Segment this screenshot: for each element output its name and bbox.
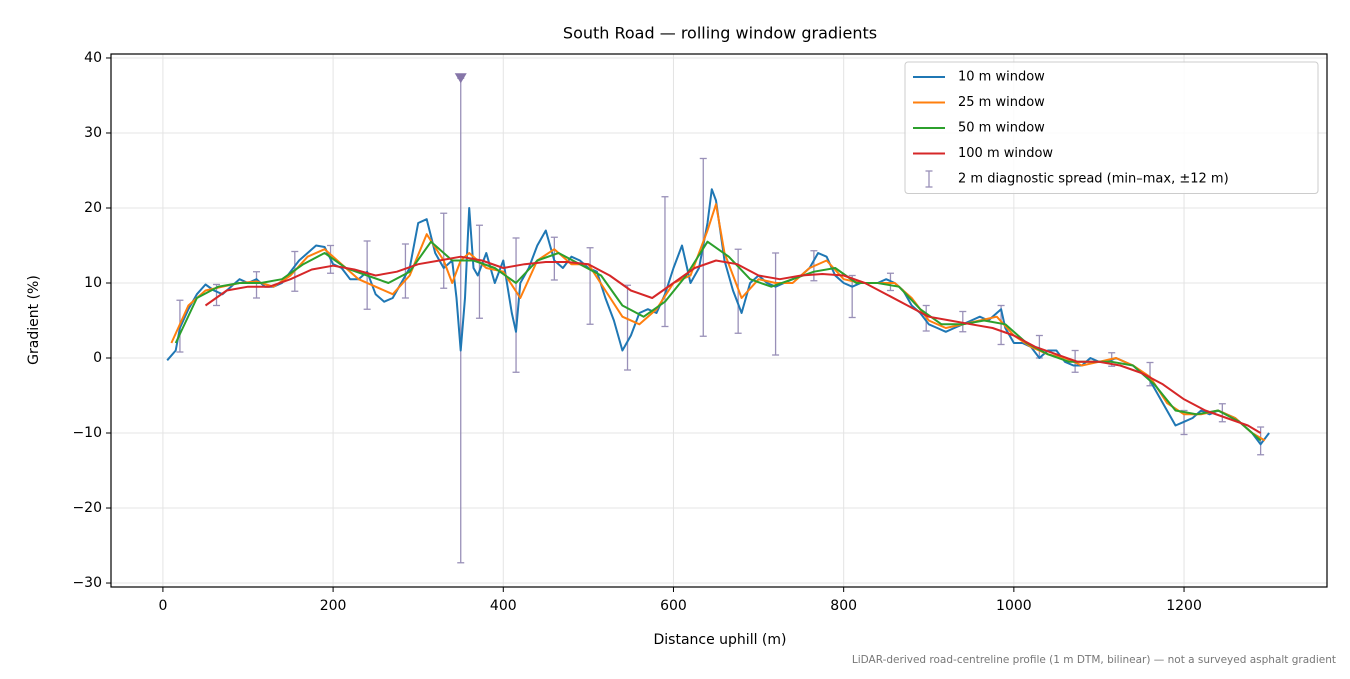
footnote: LiDAR-derived road-centreline profile (1… bbox=[852, 654, 1336, 666]
error-bar bbox=[1257, 426, 1265, 456]
y-tick-label: −20 bbox=[72, 500, 102, 516]
plot-frame bbox=[110, 53, 1328, 588]
x-tick-label: 0 bbox=[158, 598, 167, 614]
x-tick-label: 400 bbox=[490, 598, 517, 614]
x-tick-label: 1000 bbox=[996, 598, 1032, 614]
error-bar bbox=[959, 310, 967, 333]
y-tick-label: 10 bbox=[84, 275, 102, 291]
x-tick-label: 800 bbox=[830, 598, 857, 614]
series-line bbox=[166, 188, 1270, 446]
legend-label: 10 m window bbox=[958, 70, 1045, 85]
legend-box bbox=[904, 61, 1319, 194]
x-tick-label: 1200 bbox=[1166, 598, 1202, 614]
legend-label: 25 m window bbox=[958, 95, 1045, 110]
error-bar bbox=[624, 284, 632, 371]
error-bar bbox=[586, 247, 594, 325]
error-bar bbox=[440, 212, 448, 289]
error-bar bbox=[401, 243, 409, 299]
error-bar bbox=[253, 271, 261, 299]
error-bar bbox=[772, 252, 780, 356]
y-tick-label: −10 bbox=[72, 425, 102, 441]
series-line bbox=[170, 203, 1266, 442]
y-tick-label: 30 bbox=[84, 125, 102, 141]
error-bar bbox=[848, 274, 856, 319]
y-tick-label: 20 bbox=[84, 200, 102, 216]
y-tick-label: −30 bbox=[72, 575, 102, 591]
series-line bbox=[174, 240, 1262, 442]
x-tick-label: 600 bbox=[660, 598, 687, 614]
legend-label: 100 m window bbox=[958, 146, 1053, 161]
x-axis-label: Distance uphill (m) bbox=[654, 632, 787, 648]
legend-label: 2 m diagnostic spread (min–max, ±12 m) bbox=[958, 172, 1229, 187]
y-axis-label: Gradient (%) bbox=[26, 275, 42, 365]
legend-label: 50 m window bbox=[958, 121, 1045, 136]
legend-swatch bbox=[925, 170, 933, 188]
y-tick-label: 40 bbox=[84, 50, 102, 66]
y-tick-label: 0 bbox=[93, 350, 102, 366]
series-line bbox=[204, 255, 1262, 434]
chart-title: South Road — rolling window gradients bbox=[563, 24, 877, 43]
error-bar bbox=[512, 237, 520, 373]
error-bar bbox=[661, 196, 669, 328]
x-tick-label: 200 bbox=[320, 598, 347, 614]
clip-marker bbox=[454, 73, 467, 84]
